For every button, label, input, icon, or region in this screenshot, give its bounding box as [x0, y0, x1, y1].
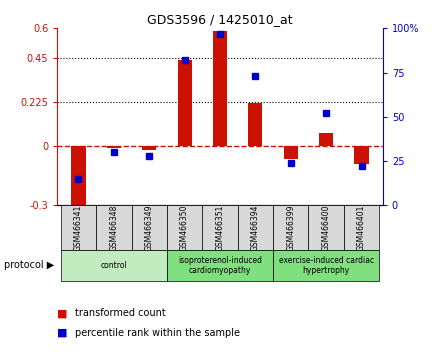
Text: GSM466401: GSM466401	[357, 204, 366, 251]
Text: GSM466350: GSM466350	[180, 204, 189, 251]
Bar	[238, 205, 273, 250]
Text: GSM466348: GSM466348	[109, 204, 118, 251]
Text: GSM466341: GSM466341	[74, 204, 83, 251]
Bar	[167, 205, 202, 250]
Text: GSM466351: GSM466351	[216, 204, 224, 251]
Text: isoproterenol-induced
cardiomyopathy: isoproterenol-induced cardiomyopathy	[178, 256, 262, 275]
Bar	[319, 132, 333, 146]
Bar	[107, 146, 121, 148]
Text: GSM466394: GSM466394	[251, 204, 260, 251]
Text: GSM466399: GSM466399	[286, 204, 295, 251]
Bar	[177, 60, 192, 146]
Text: ■: ■	[57, 328, 68, 338]
Text: ■: ■	[57, 308, 68, 318]
Bar	[61, 250, 167, 281]
Text: GSM466400: GSM466400	[322, 204, 331, 251]
Bar	[355, 146, 369, 164]
Text: GSM466349: GSM466349	[145, 204, 154, 251]
Text: percentile rank within the sample: percentile rank within the sample	[75, 328, 240, 338]
Text: exercise-induced cardiac
hypertrophy: exercise-induced cardiac hypertrophy	[279, 256, 374, 275]
Bar	[344, 205, 379, 250]
Bar	[167, 250, 273, 281]
Text: protocol ▶: protocol ▶	[4, 261, 55, 270]
Bar	[96, 205, 132, 250]
Bar	[248, 103, 263, 146]
Bar	[273, 250, 379, 281]
Bar	[71, 146, 85, 206]
Bar	[61, 205, 96, 250]
Bar	[284, 146, 298, 159]
Bar	[308, 205, 344, 250]
Title: GDS3596 / 1425010_at: GDS3596 / 1425010_at	[147, 13, 293, 26]
Text: control: control	[100, 261, 127, 270]
Bar	[213, 31, 227, 146]
Bar	[273, 205, 308, 250]
Bar	[132, 205, 167, 250]
Bar	[202, 205, 238, 250]
Text: transformed count: transformed count	[75, 308, 165, 318]
Bar	[142, 146, 156, 150]
